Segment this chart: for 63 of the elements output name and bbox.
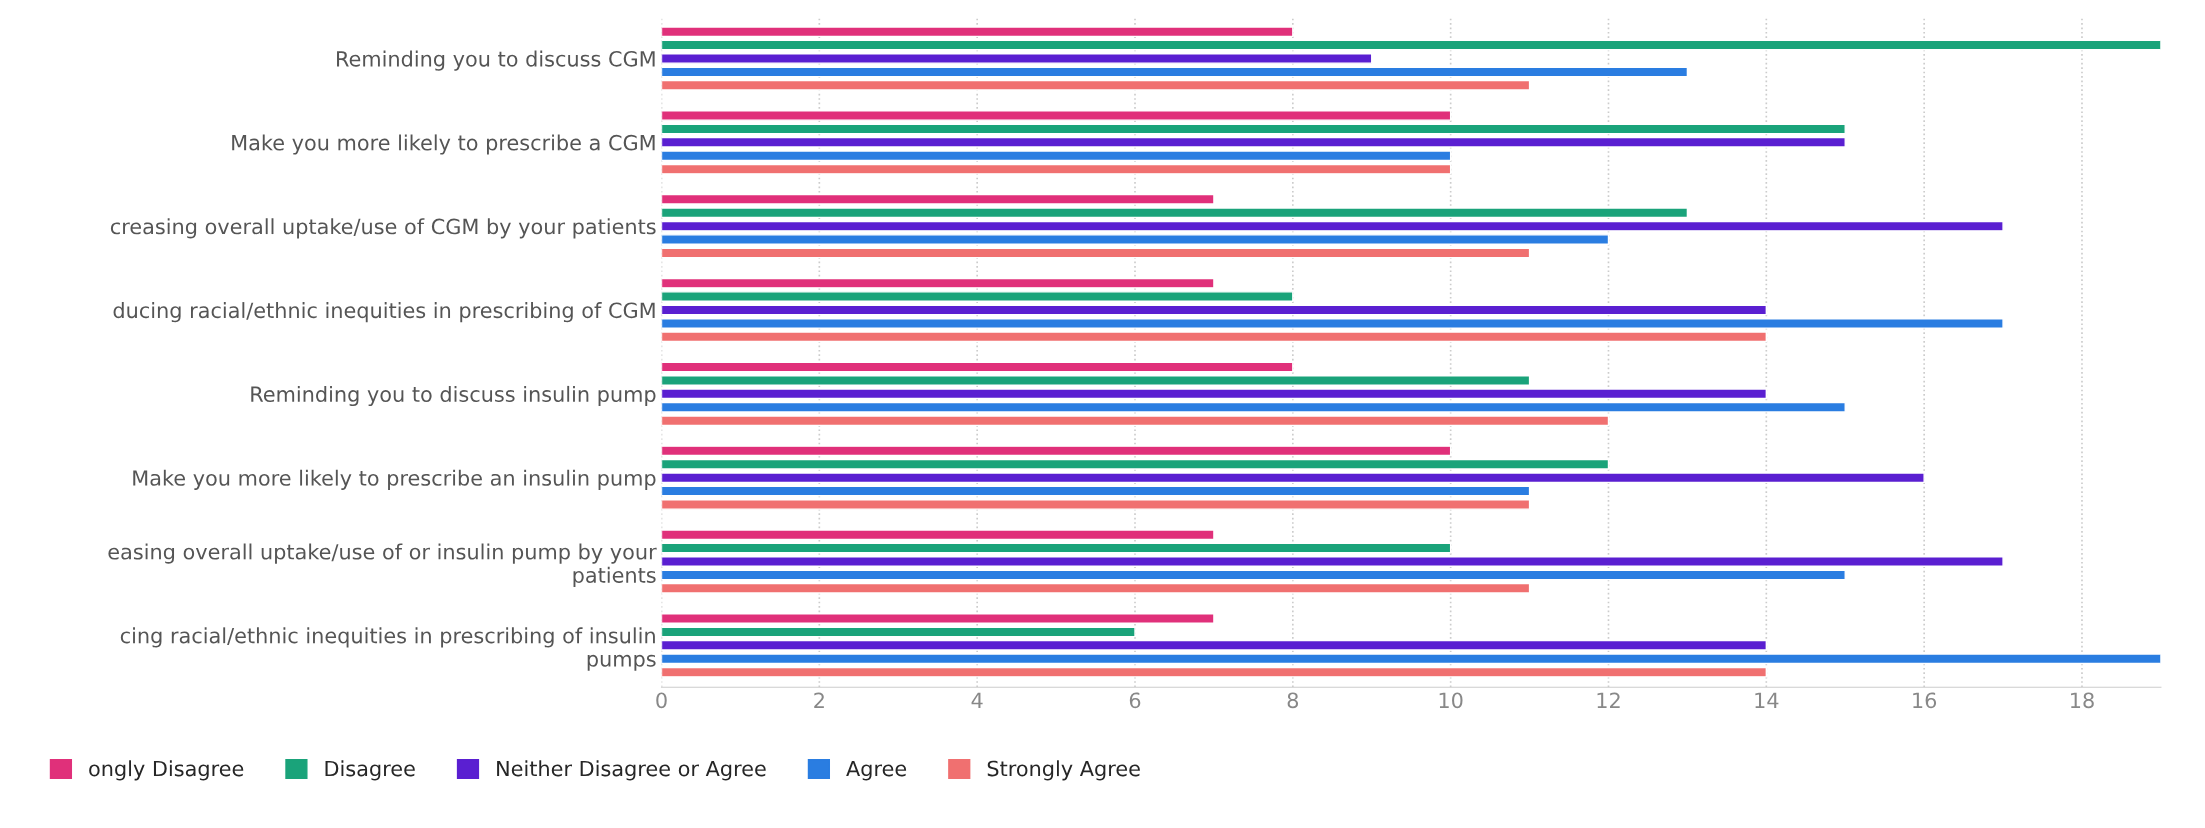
- bar: [661, 136, 1846, 148]
- legend-label: Agree: [846, 760, 907, 781]
- bar: [661, 193, 1215, 205]
- legend-label: Disagree: [325, 760, 415, 781]
- bar: [661, 220, 2004, 232]
- x-tick-label: 16: [1913, 692, 1937, 709]
- bar: [661, 556, 2004, 567]
- y-tick-label: cing racial/ethnic inequities in prescribing of insulin pumps: [120, 627, 656, 671]
- bar: [661, 361, 1294, 373]
- y-tick-label: creasing overall uptake/use of CGM by your patients: [110, 218, 656, 239]
- x-tick-label: 12: [1597, 692, 1620, 708]
- bar: [661, 639, 1768, 651]
- bar: [661, 150, 1452, 162]
- bar: [661, 542, 1452, 554]
- legend-label: ongly Disagree: [89, 760, 244, 781]
- bar: [661, 39, 2161, 51]
- bar: [661, 53, 1373, 64]
- y-tick-label: Reminding you to discuss insulin pump: [251, 385, 656, 407]
- bar: [661, 415, 1610, 427]
- bar: [661, 291, 1294, 302]
- bar: [661, 458, 1610, 470]
- bar: [661, 163, 1452, 175]
- bar: [661, 613, 1215, 624]
- x-tick-label: 0: [656, 692, 667, 709]
- bar: [661, 626, 1136, 638]
- bar: [661, 529, 1215, 541]
- x-tick-label: 6: [1129, 692, 1141, 709]
- bar: [661, 569, 1846, 581]
- bar: [661, 375, 1531, 386]
- bar: [661, 472, 1925, 484]
- bar: [661, 445, 1452, 457]
- bar: [661, 331, 1768, 343]
- bar: [661, 207, 1689, 219]
- y-tick-label: Make you more likely to prescribe a CGM: [232, 134, 655, 155]
- bar: [661, 485, 1531, 497]
- x-tick-label: 2: [814, 692, 824, 708]
- legend-label: Neither Disagree or Agree: [497, 760, 766, 781]
- bar: [661, 26, 1294, 38]
- bar: [661, 234, 1610, 245]
- bar: [661, 499, 1531, 510]
- bar: [661, 79, 1531, 91]
- bar: [661, 66, 1689, 78]
- bar: [661, 582, 1531, 594]
- bar: [661, 247, 1531, 259]
- y-tick-label: Reminding you to discuss CGM: [337, 50, 655, 71]
- bar: [661, 277, 1215, 289]
- y-tick-label: Make you more likely to prescribe an insulin pump: [133, 469, 656, 490]
- x-tick-label: 14: [1755, 692, 1779, 708]
- y-tick-label: easing overall uptake/use of or insulin pump by your patients: [108, 543, 657, 587]
- bar: [661, 304, 1768, 316]
- bar: [661, 388, 1768, 400]
- x-tick-label: 4: [971, 692, 983, 708]
- bar: [661, 666, 1768, 678]
- legend-label: Strongly Agree: [987, 760, 1140, 781]
- x-tick-label: 8: [1287, 692, 1299, 709]
- y-tick-label: ducing racial/ethnic inequities in prescribing of CGM: [113, 302, 655, 323]
- bar: [661, 110, 1452, 121]
- bar: [661, 653, 2161, 665]
- bar: [661, 318, 2004, 329]
- x-tick-label: 18: [2071, 692, 2094, 709]
- bar: [661, 123, 1846, 135]
- x-tick-label: 10: [1439, 692, 1463, 709]
- bar: [661, 401, 1846, 413]
